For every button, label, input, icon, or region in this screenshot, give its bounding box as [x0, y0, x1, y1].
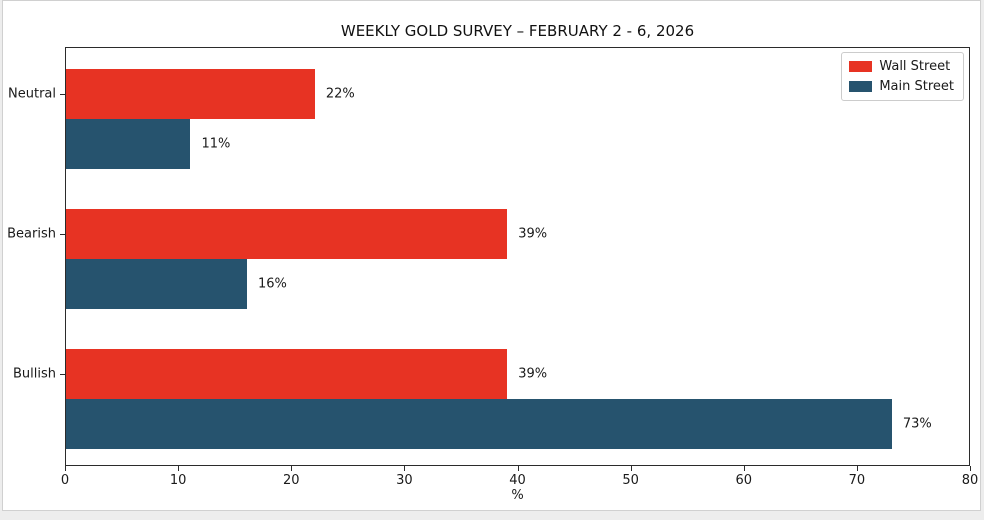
- y-tick-label-neutral: Neutral: [8, 86, 56, 102]
- value-label-main-street-bearish: 16%: [258, 276, 287, 292]
- x-tick-label-10: 10: [169, 473, 187, 488]
- legend-entry-wall-street: Wall Street: [849, 59, 954, 74]
- x-tick-label-40: 40: [509, 473, 526, 488]
- y-tick-label-bearish: Bearish: [7, 226, 56, 242]
- x-tick-mark-20: [291, 466, 293, 471]
- x-axis-label: %: [511, 488, 524, 503]
- legend-label-wall-street: Wall Street: [879, 59, 951, 74]
- x-tick-label-80: 80: [961, 473, 979, 488]
- value-label-wall-street-neutral: 22%: [325, 86, 355, 102]
- legend-label-main-street: Main Street: [879, 79, 954, 94]
- x-tick-mark-80: [970, 466, 971, 471]
- x-tick-mark-40: [517, 466, 519, 471]
- legend-entry-main-street: Main Street: [849, 79, 954, 94]
- bar-wall-street-bullish: [66, 349, 508, 399]
- x-tick-label-50: 50: [622, 473, 639, 488]
- chart-figure: WEEKLY GOLD SURVEY – FEBRUARY 2 - 6, 202…: [2, 0, 981, 511]
- bar-main-street-neutral: [66, 119, 191, 169]
- bar-wall-street-bearish: [66, 209, 508, 259]
- value-label-wall-street-bullish: 39%: [518, 366, 548, 382]
- bar-main-street-bullish: [66, 399, 892, 449]
- y-tick-mark-neutral: [60, 93, 65, 95]
- x-tick-mark-60: [743, 466, 745, 471]
- x-tick-label-20: 20: [282, 473, 300, 488]
- value-label-main-street-bullish: 73%: [902, 416, 932, 432]
- value-label-main-street-neutral: 11%: [201, 136, 231, 152]
- chart-title: WEEKLY GOLD SURVEY – FEBRUARY 2 - 6, 202…: [340, 22, 695, 40]
- x-tick-mark-70: [856, 466, 858, 471]
- x-tick-mark-10: [178, 466, 180, 471]
- y-tick-mark-bullish: [60, 373, 65, 375]
- wall-street-swatch: [849, 61, 873, 72]
- x-tick-label-70: 70: [848, 473, 866, 488]
- x-tick-label-0: 0: [60, 473, 70, 488]
- bar-main-street-bearish: [66, 259, 247, 309]
- value-label-wall-street-bearish: 39%: [518, 226, 548, 242]
- bar-wall-street-neutral: [66, 69, 315, 119]
- legend: Wall Street Main Street: [841, 52, 964, 101]
- main-street-swatch: [849, 81, 873, 92]
- x-tick-mark-0: [65, 466, 66, 471]
- x-tick-label-60: 60: [735, 473, 753, 488]
- y-tick-mark-bearish: [60, 233, 65, 235]
- y-tick-label-bullish: Bullish: [12, 366, 56, 382]
- x-tick-mark-50: [630, 466, 632, 471]
- x-tick-mark-30: [404, 466, 406, 471]
- x-tick-label-30: 30: [396, 473, 413, 488]
